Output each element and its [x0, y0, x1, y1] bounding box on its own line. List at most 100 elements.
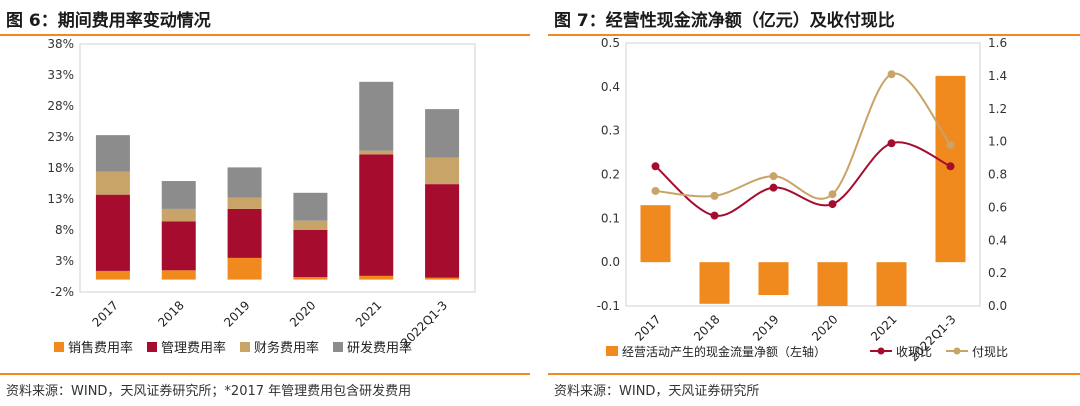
right-line-point-1 [769, 183, 778, 192]
left-bar-segment-2 [161, 221, 196, 271]
left-legend-label-4: 研发费用率 [347, 340, 412, 356]
left-x-tick-label: 2018 [155, 298, 186, 329]
right-right-axis-tick-label: 0.6 [988, 200, 1007, 214]
left-bar-segment-4 [227, 167, 262, 198]
left-bar-segment-1 [227, 257, 262, 280]
right-legend-label-bar: 经营活动产生的现金流量净额（左轴） [622, 344, 826, 359]
left-bar-segment-1 [161, 270, 196, 280]
left-bar-segment-4 [95, 135, 130, 172]
right-line-point-1 [946, 162, 955, 171]
left-x-tick-label: 2017 [90, 298, 121, 329]
left-y-tick-label: 38% [47, 37, 74, 51]
right-legend-label-1: 收现比 [896, 345, 932, 359]
left-bar-segment-4 [161, 181, 196, 209]
right-line-point-1 [710, 211, 719, 220]
right-chart: -0.1 0.0 0.1 0.2 0.3 0.4 0.5 0.0 0.2 0.4 0.6 0.8 1.0… [597, 36, 1008, 364]
left-bar-segment-3 [293, 220, 328, 230]
right-cashflow-bar [640, 205, 671, 263]
left-y-tick-label: 3% [55, 254, 74, 268]
left-x-tick-label: 2021 [353, 298, 384, 329]
left-bar-segment-2 [95, 194, 130, 271]
left-bar-segment-2 [293, 230, 328, 278]
left-y-tick-label: 8% [55, 223, 74, 237]
right-line-point-2 [828, 190, 837, 199]
right-right-axis-tick-label: 1.6 [988, 36, 1007, 50]
right-line-point-2 [769, 172, 778, 181]
left-bar-segment-3 [161, 208, 196, 222]
left-bar-segment-1 [95, 270, 130, 280]
left-bar-segment-1 [293, 277, 328, 280]
left-y-tick-label: -2% [51, 285, 74, 299]
left-bar-segment-3 [359, 150, 394, 155]
right-figure-title: 图 7：经营性现金流净额（亿元）及收付现比 [554, 11, 895, 31]
left-figure-panel: 图 6：期间费用率变动情况 -2% 3% 8% 13% 18% 23% 28% 33% 38% 2… [0, 0, 530, 406]
left-bar-segment-1 [359, 275, 394, 280]
left-bar-segment-4 [293, 192, 328, 221]
right-left-axis-tick-label: 0.0 [601, 255, 620, 269]
right-figure-panel: 图 7：经营性现金流净额（亿元）及收付现比 -0.1 0.0 0.1 0.2 0.3 0.… [548, 0, 1080, 406]
left-y-tick-label: 33% [47, 68, 74, 82]
left-plot-frame [79, 43, 476, 293]
right-line-point-1 [828, 200, 837, 209]
left-legend-swatch-3 [240, 342, 250, 352]
right-line-point-2 [887, 70, 896, 79]
right-legend-swatch-bar [606, 346, 618, 356]
left-source-note: 资料来源：WIND，天风证券研究所；*2017 年管理费用包含研发费用 [6, 384, 412, 399]
left-bar-segment-3 [95, 171, 130, 195]
left-bar-segment-2 [227, 208, 262, 258]
right-right-axis-tick-label: 0.2 [988, 266, 1007, 280]
right-x-tick-label: 2018 [691, 312, 722, 343]
left-legend-label-3: 财务费用率 [254, 340, 319, 356]
right-x-tick-label: 2020 [809, 312, 840, 343]
right-left-axis-tick-label: 0.3 [601, 124, 620, 138]
left-figure-title: 图 6：期间费用率变动情况 [6, 11, 211, 31]
left-x-tick-label: 2019 [221, 298, 252, 329]
right-right-axis-tick-label: 1.0 [988, 135, 1007, 149]
right-cashflow-bar [876, 262, 907, 306]
left-y-tick-label: 23% [47, 130, 74, 144]
right-legend-label-2: 付现比 [972, 345, 1008, 359]
left-legend-swatch-2 [147, 342, 157, 352]
right-left-axis-tick-label: -0.1 [597, 299, 620, 313]
right-legend-marker-1 [877, 347, 885, 355]
left-x-tick-label: 2020 [287, 298, 318, 329]
left-legend-swatch-1 [54, 342, 64, 352]
right-x-tick-label: 2019 [750, 312, 781, 343]
right-left-axis-tick-label: 0.1 [601, 211, 620, 225]
right-left-axis-tick-label: 0.4 [601, 80, 620, 94]
left-bar-segment-2 [359, 154, 394, 276]
left-bar-segment-3 [425, 157, 460, 185]
left-chart: -2% 3% 8% 13% 18% 23% 28% 33% 38% 2017 2018 2019 202… [47, 37, 476, 356]
left-bar-segment-4 [425, 109, 460, 158]
right-cashflow-bar [817, 262, 848, 306]
right-right-axis-tick-label: 1.2 [988, 102, 1007, 116]
left-bar-segment-3 [227, 197, 262, 209]
right-left-axis-tick-label: 0.5 [601, 36, 620, 50]
right-right-axis-tick-label: 0.0 [988, 299, 1007, 313]
right-cashflow-bar [699, 262, 730, 304]
right-plot-frame [625, 42, 981, 307]
left-bar-segment-4 [359, 81, 394, 151]
right-left-axis-tick-label: 0.2 [601, 168, 620, 182]
left-source-rule [0, 373, 530, 375]
left-bar-segment-2 [425, 184, 460, 278]
right-line-point-2 [710, 191, 719, 200]
right-cashflow-bar [758, 262, 789, 296]
right-title-rule [548, 34, 1080, 36]
left-bar-segment-1 [425, 277, 460, 280]
right-line-point-1 [887, 139, 896, 148]
right-source-rule [548, 373, 1080, 375]
right-line-point-2 [946, 140, 955, 149]
right-source-note: 资料来源：WIND，天风证券研究所 [554, 384, 760, 399]
right-line-point-1 [651, 162, 660, 171]
right-right-axis-tick-label: 1.4 [988, 69, 1007, 83]
left-y-tick-label: 18% [47, 161, 74, 175]
right-right-axis-tick-label: 0.8 [988, 168, 1007, 182]
right-x-tick-label: 2017 [632, 312, 663, 343]
left-legend-swatch-4 [333, 342, 343, 352]
right-x-tick-label: 2021 [868, 312, 899, 343]
right-line-point-2 [651, 186, 660, 195]
right-legend-marker-2 [953, 347, 961, 355]
right-line-series-1 [654, 141, 951, 217]
left-legend-label-1: 销售费用率 [68, 340, 133, 356]
